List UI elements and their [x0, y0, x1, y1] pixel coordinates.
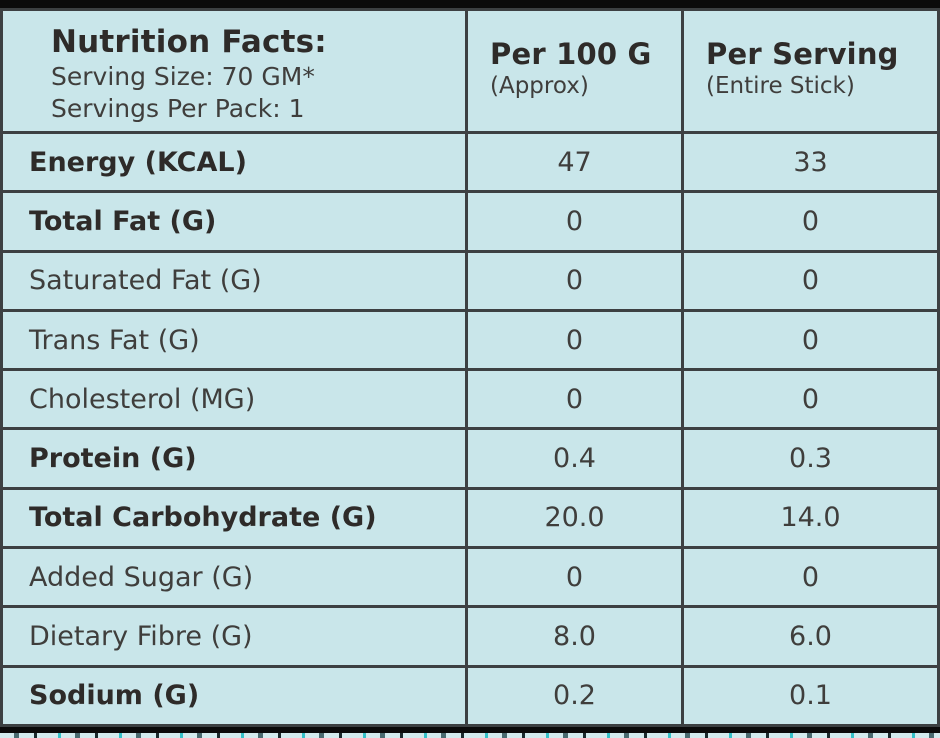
row-value-per-serving: 33 [681, 134, 937, 191]
nutrition-facts-title: Nutrition Facts: [51, 24, 327, 60]
row-value-per-serving: 0 [681, 252, 937, 309]
row-value-per-serving: 6.0 [681, 608, 937, 665]
nutrition-facts-table: Nutrition Facts: Serving Size: 70 GM* Se… [0, 8, 940, 727]
row-label: Cholesterol (MG) [29, 383, 256, 415]
per-serving-column-header: Per Serving [706, 37, 899, 71]
table-row-energy: Energy (KCAL) 47 33 [3, 131, 937, 191]
table-row-added-sugar: Added Sugar (G) 0 0 [3, 546, 937, 606]
row-value-per-serving: 14.0 [681, 489, 937, 547]
table-row-saturated-fat: Saturated Fat (G) 0 0 [3, 249, 937, 309]
per-serving-column-subheader: (Entire Stick) [706, 72, 855, 99]
header-title-cell: Nutrition Facts: Serving Size: 70 GM* Se… [3, 11, 465, 131]
row-value-per-100g: 0.2 [465, 667, 681, 724]
row-value-per-100g: 47 [465, 134, 681, 191]
cut-off-footnote-strip [0, 733, 940, 738]
table-row-total-carbohydrate: Total Carbohydrate (G) 20.0 14.0 [3, 486, 937, 547]
row-label: Added Sugar (G) [29, 561, 254, 593]
row-value-per-100g: 0 [465, 252, 681, 309]
row-value-per-100g: 0 [465, 311, 681, 369]
table-row-sodium: Sodium (G) 0.2 0.1 [3, 664, 937, 724]
row-value-per-serving: 0 [681, 549, 937, 606]
per-100g-column-header: Per 100 G [490, 37, 652, 71]
row-value-per-100g: 8.0 [465, 608, 681, 665]
row-value-per-100g: 0.4 [465, 430, 681, 487]
row-label: Dietary Fibre (G) [29, 621, 253, 653]
row-value-per-100g: 20.0 [465, 489, 681, 547]
row-label: Saturated Fat (G) [29, 265, 262, 297]
header-per-serving-cell: Per Serving (Entire Stick) [681, 11, 937, 131]
table-row-total-fat: Total Fat (G) 0 0 [3, 190, 937, 250]
row-value-per-serving: 0 [681, 371, 937, 428]
per-100g-column-subheader: (Approx) [490, 72, 589, 99]
servings-per-pack-text: Servings Per Pack: 1 [51, 93, 305, 123]
row-value-per-serving: 0.1 [681, 667, 937, 724]
row-value-per-serving: 0.3 [681, 430, 937, 487]
row-label: Total Carbohydrate (G) [29, 502, 377, 534]
row-label: Total Fat (G) [29, 205, 217, 237]
row-value-per-100g: 0 [465, 371, 681, 428]
row-value-per-100g: 0 [465, 549, 681, 606]
table-row-protein: Protein (G) 0.4 0.3 [3, 427, 937, 487]
table-row-cholesterol: Cholesterol (MG) 0 0 [3, 368, 937, 428]
table-row-trans-fat: Trans Fat (G) 0 0 [3, 308, 937, 369]
row-label: Protein (G) [29, 443, 197, 475]
serving-size-text: Serving Size: 70 GM* [51, 61, 315, 91]
table-header-row: Nutrition Facts: Serving Size: 70 GM* Se… [3, 11, 937, 131]
row-label: Energy (KCAL) [29, 146, 247, 178]
row-label: Trans Fat (G) [29, 324, 200, 356]
row-value-per-serving: 0 [681, 193, 937, 250]
row-value-per-serving: 0 [681, 311, 937, 369]
header-per-100g-cell: Per 100 G (Approx) [465, 11, 681, 131]
row-label: Sodium (G) [29, 680, 200, 712]
table-row-dietary-fibre: Dietary Fibre (G) 8.0 6.0 [3, 605, 937, 665]
row-value-per-100g: 0 [465, 193, 681, 250]
